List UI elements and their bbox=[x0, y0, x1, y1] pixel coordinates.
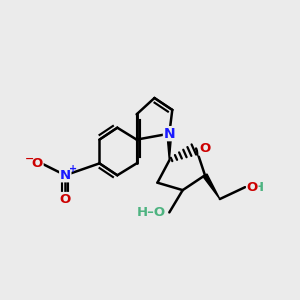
Text: −: − bbox=[25, 154, 34, 164]
Text: +: + bbox=[69, 164, 77, 174]
Text: H–O: H–O bbox=[137, 206, 166, 219]
Text: N: N bbox=[164, 127, 175, 141]
Polygon shape bbox=[203, 174, 220, 199]
Text: O: O bbox=[247, 181, 258, 194]
Text: O: O bbox=[32, 157, 43, 170]
Text: N: N bbox=[60, 169, 71, 182]
Polygon shape bbox=[167, 134, 172, 161]
Text: O: O bbox=[199, 142, 210, 155]
Text: H: H bbox=[253, 181, 264, 194]
Text: O: O bbox=[60, 193, 71, 206]
